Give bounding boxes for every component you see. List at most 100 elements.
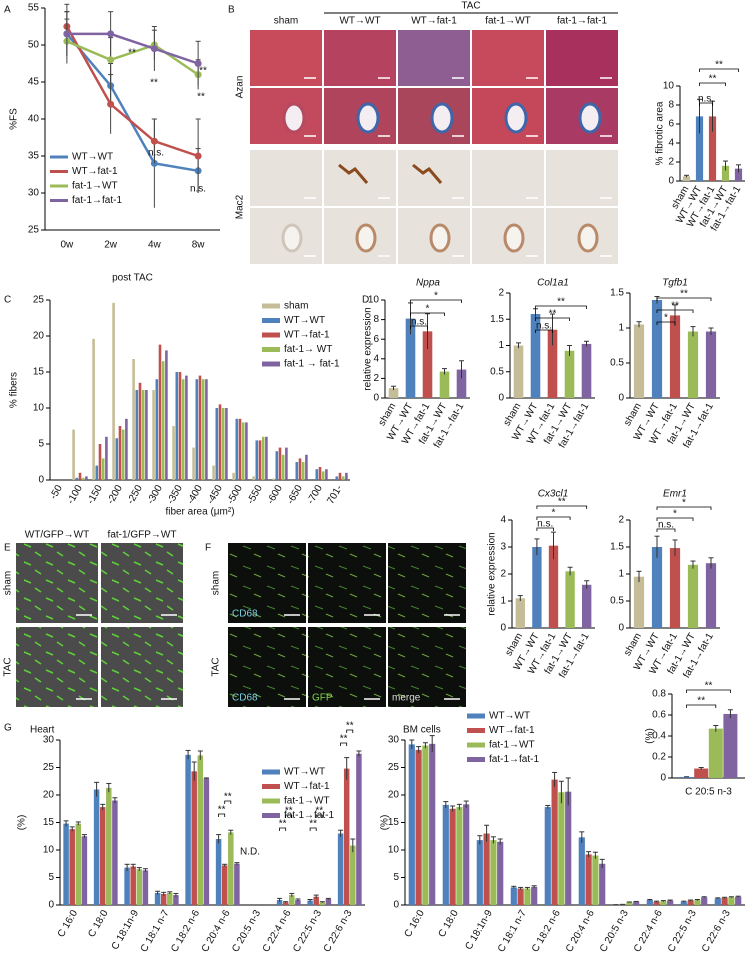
bar [232, 472, 235, 480]
y-tick-label: 25 [43, 762, 55, 773]
x-axis-label: post TAC [112, 273, 153, 284]
x-tick-label: C 22:5 n-3 [291, 908, 324, 954]
y-tick-label: 1 [618, 569, 624, 580]
series-line [66, 32, 199, 65]
vessel [504, 102, 528, 134]
bar [463, 804, 470, 905]
vessel [577, 223, 599, 253]
bar [341, 476, 345, 480]
y-tick-label: 30 [388, 735, 400, 746]
significance-bracket [536, 527, 554, 531]
panel-letter: C [4, 295, 11, 306]
bar [301, 462, 305, 480]
x-tick-label: C 18:1 n-7 [496, 908, 529, 954]
bar [531, 886, 538, 905]
bar [305, 454, 308, 480]
chart-title: Col1a1 [537, 278, 569, 289]
significance-bracket [285, 814, 293, 818]
bar [121, 429, 125, 480]
vessel [578, 102, 602, 134]
bar [723, 713, 738, 778]
legend-label: WT→fat-1 [489, 725, 535, 736]
bar [75, 823, 82, 905]
bar [136, 869, 143, 905]
bar [524, 888, 531, 905]
bar [178, 372, 182, 480]
stain-label: CD68 [232, 693, 258, 704]
x-tick-label: C 22:5 n-3 [666, 908, 699, 954]
y-tick-label: 4 [373, 353, 379, 364]
x-tick-label: -250 [125, 483, 145, 506]
y-tick-label: 25 [28, 225, 40, 236]
bar [422, 331, 433, 398]
bar [161, 361, 165, 480]
annotation: * [682, 498, 686, 509]
bar [581, 343, 592, 398]
bar [547, 329, 558, 398]
annotation: ** [279, 819, 287, 830]
x-tick-label: C 22:6 n-3 [322, 908, 355, 954]
x-tick-label: -150 [85, 483, 105, 506]
y-axis-label: % fibrotic area [655, 101, 666, 165]
bar [708, 728, 723, 778]
legend-label: fat-1→WT [284, 796, 330, 807]
x-tick-label: 701- [325, 483, 345, 506]
bar [513, 345, 524, 398]
bar [181, 379, 185, 480]
significance-bracket [686, 704, 717, 708]
bar [118, 426, 122, 480]
bar [282, 902, 289, 905]
legend-label: WT→fat-1 [284, 781, 330, 792]
legend-swatch [262, 318, 280, 323]
bar [319, 902, 326, 905]
y-tick-label: 0 [618, 393, 624, 404]
bar [325, 469, 328, 480]
significance-bracket [346, 729, 354, 733]
bar [135, 390, 139, 480]
micrograph [308, 543, 386, 623]
annotation: ** [705, 681, 713, 692]
y-tick-label: 1 [498, 340, 504, 351]
y-tick-label: 10 [43, 845, 55, 856]
x-tick-label: -500 [225, 483, 245, 506]
bar [154, 892, 161, 905]
bar [558, 792, 565, 905]
micrograph [398, 150, 470, 206]
micrograph [16, 543, 98, 623]
legend-label: WT→fat-1 [284, 330, 330, 341]
annotation: ** [549, 309, 557, 320]
bar [734, 168, 743, 181]
annotation: ** [224, 792, 232, 803]
point [107, 30, 115, 38]
bar [235, 418, 239, 480]
bar [422, 745, 429, 905]
y-tick-label: 0 [498, 393, 504, 404]
chart-title: Cx3cl1 [538, 489, 569, 500]
y-tick-label: 2 [500, 569, 506, 580]
bar [388, 388, 399, 398]
significance-bracket [410, 299, 462, 303]
x-axis-label: fiber area (μm²) [165, 507, 234, 518]
x-tick-label: C 20:5 n-3 [230, 908, 263, 954]
y-tick-label: 2 [498, 288, 504, 299]
legend-swatch [467, 713, 485, 719]
significance-bracket [309, 827, 317, 831]
y-tick-label: 0.6 [652, 710, 666, 721]
annotation: N.D. [240, 847, 260, 858]
column-label: WT→WT [339, 16, 380, 27]
chart-title: BM cells [403, 725, 441, 736]
bar [325, 898, 332, 905]
bar [714, 898, 721, 905]
y-tick-label: 25 [33, 295, 45, 306]
y-tick-label: 1.5 [610, 542, 624, 553]
column-label: sham [274, 16, 298, 27]
bar [172, 426, 175, 480]
y-tick-label: 0 [38, 475, 44, 486]
annotation: ** [680, 289, 688, 300]
y-tick-label: 0 [668, 176, 674, 187]
bar [215, 839, 222, 905]
bar [238, 418, 242, 480]
annotation: * [434, 291, 438, 302]
y-tick-label: 25 [388, 762, 400, 773]
micrograph [16, 627, 98, 707]
